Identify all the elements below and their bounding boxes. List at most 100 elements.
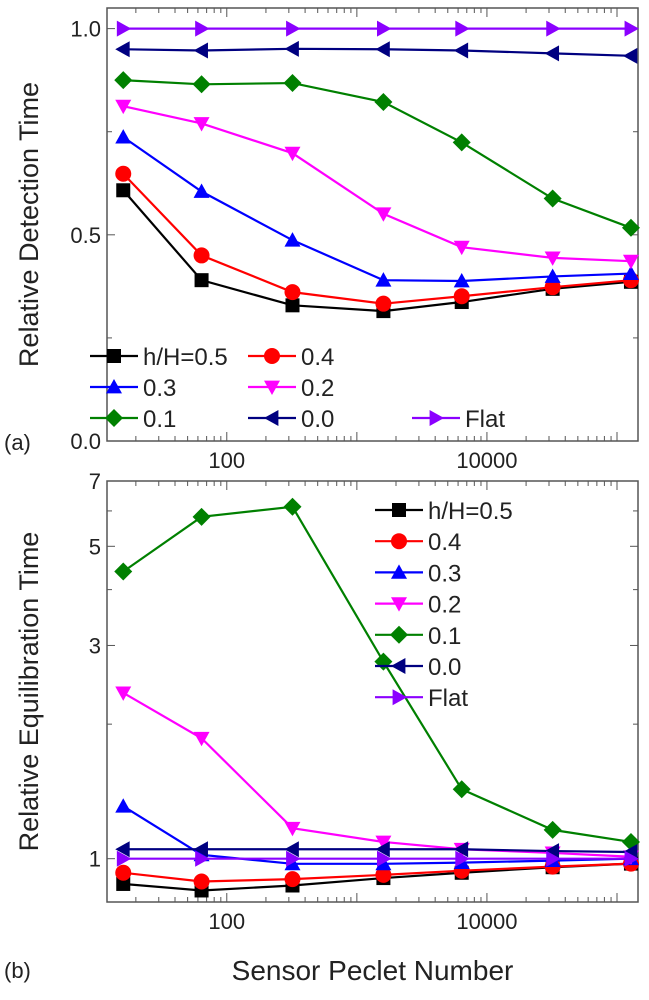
marker-triangle-right (624, 20, 639, 37)
marker-triangle-left (284, 841, 299, 858)
marker-diamond (283, 74, 302, 93)
marker-triangle-left (544, 843, 560, 860)
marker-triangle-left (375, 41, 390, 58)
marker-triangle-down (193, 731, 210, 747)
marker-diamond (114, 562, 133, 581)
marker-square (392, 503, 406, 517)
marker-diamond (192, 507, 211, 526)
legend-item: h/H=0.5 (90, 344, 228, 371)
marker-circle (115, 165, 132, 182)
marker-triangle-up (622, 265, 639, 280)
series-0.2 (115, 686, 639, 865)
legend-label: 0.4 (301, 344, 334, 371)
legend-item: Flat (412, 406, 505, 433)
legend-item: 0.1 (375, 623, 461, 650)
marker-triangle-up (544, 268, 561, 283)
marker-triangle-up (115, 129, 132, 144)
series-0.1 (114, 497, 640, 851)
marker-square (285, 298, 300, 313)
y-axis-title: Relative Equilibration Time (14, 532, 44, 852)
marker-triangle-down (375, 835, 392, 850)
y-tick-label: 1 (89, 847, 101, 872)
marker-triangle-left (375, 841, 390, 858)
marker-triangle-down (115, 686, 132, 701)
marker-diamond (192, 75, 211, 94)
marker-triangle-down (284, 146, 301, 162)
x-tick-label: 100 (208, 909, 245, 934)
legend-item: 0.4 (248, 344, 334, 371)
marker-square (194, 273, 209, 288)
marker-circle (391, 533, 407, 550)
marker-triangle-left (193, 42, 208, 59)
marker-triangle-right (377, 20, 392, 37)
marker-triangle-left (453, 42, 469, 59)
marker-triangle-down (264, 380, 280, 395)
marker-diamond (283, 497, 302, 516)
marker-circle (115, 864, 132, 881)
marker-triangle-right (286, 20, 301, 37)
marker-square (116, 183, 131, 198)
legend-label: 0.4 (428, 529, 461, 556)
marker-diamond (543, 820, 562, 839)
marker-circle (193, 873, 210, 890)
marker-triangle-right (624, 850, 639, 867)
x-tick-label: 10000 (456, 909, 517, 934)
legend-item: 0.0 (375, 654, 461, 681)
legend-label: 0.0 (301, 406, 334, 433)
marker-triangle-right (116, 20, 132, 37)
series-Flat (116, 850, 639, 867)
legend-item: 0.3 (90, 375, 176, 402)
marker-triangle-down (622, 254, 639, 270)
legend-label: 0.2 (428, 592, 461, 619)
series-0.0 (115, 40, 638, 64)
marker-diamond (452, 133, 471, 152)
marker-triangle-left (544, 45, 560, 62)
marker-triangle-left (264, 410, 279, 426)
marker-triangle-right (546, 20, 561, 37)
marker-triangle-left (284, 40, 299, 57)
marker-triangle-up (375, 272, 392, 287)
marker-triangle-right (455, 20, 470, 37)
marker-diamond (374, 93, 393, 112)
legend-label: 0.0 (428, 654, 461, 681)
marker-triangle-right (455, 850, 470, 867)
legend-item: 0.1 (90, 406, 176, 433)
legend-item: 0.2 (375, 592, 461, 619)
marker-triangle-up (193, 183, 210, 198)
marker-diamond (374, 652, 393, 671)
y-tick-label: 7 (89, 469, 101, 494)
legend-label: 0.2 (301, 375, 334, 402)
marker-triangle-right (429, 410, 444, 426)
marker-triangle-right (195, 850, 210, 867)
marker-triangle-right (195, 20, 210, 37)
marker-diamond (621, 218, 640, 237)
y-tick-label: 1.0 (70, 17, 101, 42)
marker-square (107, 349, 121, 363)
y-axis-title: Relative Detection Time (14, 82, 44, 367)
series-hH0.5 (116, 183, 638, 319)
panel-label: (b) (4, 958, 31, 983)
series-0.2 (115, 99, 639, 270)
marker-triangle-right (116, 850, 132, 867)
series-line (123, 105, 632, 263)
legend-item: 0.3 (375, 560, 461, 587)
y-tick-label: 0.0 (70, 429, 101, 454)
marker-triangle-down (391, 597, 407, 612)
marker-circle (264, 348, 280, 364)
series-Flat (116, 20, 639, 37)
marker-triangle-down (544, 251, 561, 266)
legend-label: 0.1 (143, 406, 176, 433)
y-tick-label: 0.5 (70, 223, 101, 248)
marker-triangle-up (391, 564, 407, 579)
legend-label: 0.1 (428, 623, 461, 650)
marker-triangle-down (193, 117, 210, 132)
marker-circle (284, 284, 301, 301)
marker-triangle-down (453, 240, 470, 256)
legend-item: 0.4 (375, 529, 461, 556)
legend-item: 0.2 (248, 375, 334, 402)
legend-label: h/H=0.5 (143, 344, 228, 371)
marker-triangle-up (106, 379, 122, 394)
marker-circle (284, 871, 301, 888)
marker-triangle-right (286, 850, 301, 867)
